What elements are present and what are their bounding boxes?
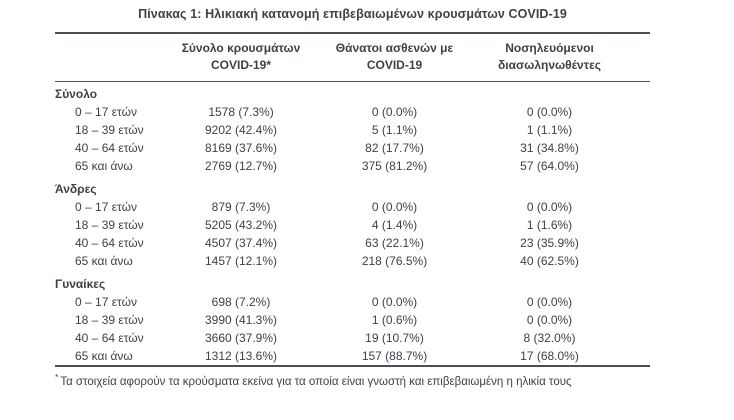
- age-label-cell: 18 – 39 ετών: [75, 217, 144, 232]
- deaths-cell: 1 (0.6%): [371, 312, 418, 327]
- column-header-line: Θάνατοι ασθενών με: [335, 41, 454, 55]
- column-header-line: COVID-19*: [210, 57, 272, 72]
- deaths-cell: 82 (17.7%): [365, 140, 424, 155]
- header-row: Σύνολο κρουσμάτων COVID-19* Θάνατοι ασθε…: [55, 33, 650, 82]
- deaths-cell: 4 (1.4%): [371, 217, 418, 232]
- section-label: Άνδρες: [55, 181, 97, 196]
- cases-cell: 4507 (37.4%): [204, 235, 278, 250]
- section-label: Σύνολο: [55, 86, 98, 101]
- age-label-cell: 65 και άνω: [75, 253, 133, 268]
- deaths-cell: 157 (88.7%): [361, 348, 428, 363]
- cases-cell: 3660 (37.9%): [204, 330, 278, 345]
- cases-cell: 5205 (43.2%): [204, 217, 278, 232]
- deaths-cell: 5 (1.1%): [371, 122, 418, 137]
- column-header-line: διασωληνωθέντες: [497, 57, 601, 72]
- cases-cell: 2769 (12.7%): [204, 158, 278, 173]
- intubated-cell: 23 (35.9%): [520, 235, 579, 250]
- table-row: 65 και άνω 1312 (13.6%) 157 (88.7%) 17 (…: [55, 347, 650, 366]
- intubated-cell: 0 (0.0%): [526, 199, 573, 214]
- spacer-cell: [627, 311, 650, 329]
- column-header-intubated: Νοσηλευόμενοι διασωληνωθέντες: [472, 33, 627, 82]
- cases-cell: 9202 (42.4%): [204, 122, 278, 137]
- section-label: Γυναίκες: [55, 276, 106, 291]
- table-row: 65 και άνω 1457 (12.1%) 218 (76.5%) 40 (…: [55, 252, 650, 270]
- intubated-cell: 8 (32.0%): [523, 330, 576, 345]
- age-label-cell: 18 – 39 ετών: [75, 312, 144, 327]
- column-header-deaths: Θάνατοι ασθενών με COVID-19: [317, 33, 472, 82]
- intubated-cell: 17 (68.0%): [520, 348, 579, 363]
- column-header-line: Νοσηλευόμενοι: [505, 41, 594, 55]
- table-row: 40 – 64 ετών 3660 (37.9%) 19 (10.7%) 8 (…: [55, 329, 650, 347]
- spacer-cell: [627, 216, 650, 234]
- deaths-cell: 19 (10.7%): [365, 330, 424, 345]
- deaths-cell: 375 (81.2%): [361, 158, 428, 173]
- deaths-cell: 218 (76.5%): [361, 253, 428, 268]
- spacer-cell: [627, 347, 650, 366]
- cases-cell: 3990 (41.3%): [204, 312, 278, 327]
- intubated-cell: 40 (62.5%): [520, 253, 579, 268]
- footnote-asterisk: *: [55, 371, 59, 382]
- spacer-cell: [627, 198, 650, 216]
- cases-cell: 8169 (37.6%): [204, 140, 278, 155]
- table-row: 40 – 64 ετών 8169 (37.6%) 82 (17.7%) 31 …: [55, 139, 650, 157]
- spacer-cell: [627, 157, 650, 175]
- table-row: 0 – 17 ετών 1578 (7.3%) 0 (0.0%) 0 (0.0%…: [55, 103, 650, 121]
- table-row: 0 – 17 ετών 698 (7.2%) 0 (0.0%) 0 (0.0%): [55, 293, 650, 311]
- age-label-cell: 65 και άνω: [75, 348, 133, 363]
- footnote-text: Τα στοιχεία αφορούν τα κρούσματα εκείνα …: [60, 375, 572, 388]
- deaths-cell: 0 (0.0%): [371, 294, 418, 309]
- age-label-cell: 40 – 64 ετών: [75, 330, 144, 345]
- intubated-cell: 57 (64.0%): [520, 158, 579, 173]
- spacer-cell: [627, 103, 650, 121]
- cases-cell: 698 (7.2%): [211, 294, 271, 309]
- age-label-cell: 40 – 64 ετών: [75, 235, 144, 250]
- header-spacer-cell: [627, 33, 650, 82]
- table-row: 18 – 39 ετών 3990 (41.3%) 1 (0.6%) 0 (0.…: [55, 311, 650, 329]
- cases-cell: 1312 (13.6%): [204, 348, 278, 363]
- spacer-cell: [627, 121, 650, 139]
- section-row-men: Άνδρες: [55, 175, 650, 198]
- spacer-cell: [627, 234, 650, 252]
- spacer-cell: [627, 252, 650, 270]
- intubated-cell: 0 (0.0%): [526, 104, 573, 119]
- cases-cell: 879 (7.3%): [211, 199, 271, 214]
- age-label-cell: 0 – 17 ετών: [75, 199, 137, 214]
- footnote: * Τα στοιχεία αφορούν τα κρούσματα εκείνα…: [55, 372, 650, 390]
- cases-cell: 1578 (7.3%): [208, 104, 274, 119]
- intubated-cell: 0 (0.0%): [526, 312, 573, 327]
- cases-cell: 1457 (12.1%): [204, 253, 278, 268]
- spacer-cell: [627, 329, 650, 347]
- intubated-cell: 1 (1.1%): [526, 122, 573, 137]
- age-label-cell: 0 – 17 ετών: [75, 294, 137, 309]
- deaths-cell: 63 (22.1%): [365, 235, 424, 250]
- column-header-line: Σύνολο κρουσμάτων: [181, 41, 301, 55]
- deaths-cell: 0 (0.0%): [371, 199, 418, 214]
- deaths-cell: 0 (0.0%): [371, 104, 418, 119]
- table-title: Πίνακας 1: Ηλικιακή κατανομή επιβεβαιωμέ…: [138, 7, 567, 21]
- table-container: Πίνακας 1: Ηλικιακή κατανομή επιβεβαιωμέ…: [55, 0, 650, 389]
- spacer-cell: [627, 293, 650, 311]
- table-row: 65 και άνω 2769 (12.7%) 375 (81.2%) 57 (…: [55, 157, 650, 175]
- header-empty-cell: [55, 33, 165, 82]
- intubated-cell: 0 (0.0%): [526, 294, 573, 309]
- intubated-cell: 1 (1.6%): [526, 217, 573, 232]
- age-label-cell: 18 – 39 ετών: [75, 122, 144, 137]
- age-label-cell: 0 – 17 ετών: [75, 104, 137, 119]
- intubated-cell: 31 (34.8%): [520, 140, 579, 155]
- spacer-cell: [627, 139, 650, 157]
- table-body: Σύνολο 0 – 17 ετών 1578 (7.3%) 0 (0.0%) …: [55, 81, 650, 366]
- age-label-cell: 40 – 64 ετών: [75, 140, 144, 155]
- table-row: 18 – 39 ετών 5205 (43.2%) 4 (1.4%) 1 (1.…: [55, 216, 650, 234]
- covid-age-distribution-table: Σύνολο κρουσμάτων COVID-19* Θάνατοι ασθε…: [55, 32, 650, 367]
- table-row: 18 – 39 ετών 9202 (42.4%) 5 (1.1%) 1 (1.…: [55, 121, 650, 139]
- section-row-women: Γυναίκες: [55, 270, 650, 293]
- section-row-total: Σύνολο: [55, 81, 650, 103]
- table-row: 40 – 64 ετών 4507 (37.4%) 63 (22.1%) 23 …: [55, 234, 650, 252]
- column-header-line: COVID-19: [366, 57, 423, 72]
- age-label-cell: 65 και άνω: [75, 158, 133, 173]
- table-header: Σύνολο κρουσμάτων COVID-19* Θάνατοι ασθε…: [55, 33, 650, 82]
- column-header-cases: Σύνολο κρουσμάτων COVID-19*: [165, 33, 317, 82]
- table-row: 0 – 17 ετών 879 (7.3%) 0 (0.0%) 0 (0.0%): [55, 198, 650, 216]
